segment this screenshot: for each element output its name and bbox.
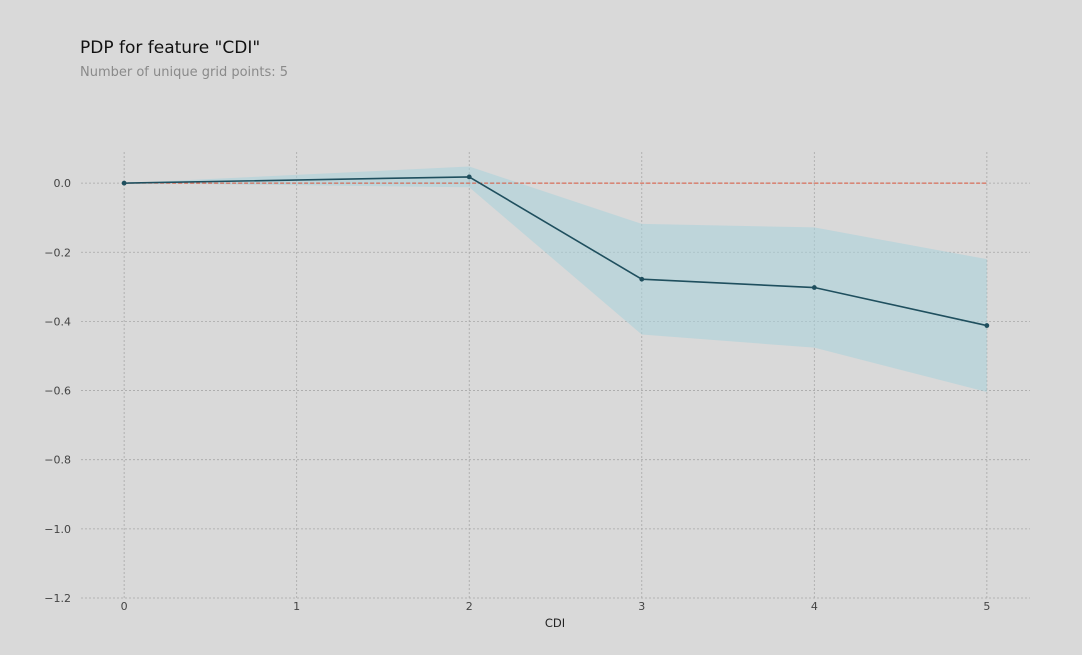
y-tick-label: 0.0 (54, 177, 72, 190)
x-axis-label: CDI (545, 616, 565, 630)
y-tick-label: −0.4 (44, 315, 71, 328)
pdp-point (639, 276, 645, 282)
chart-title: PDP for feature "CDI" (80, 38, 261, 58)
pdp-points-layer (121, 174, 990, 328)
y-tick-label: −0.2 (44, 246, 71, 259)
x-tick-label: 1 (293, 600, 300, 613)
y-tick-label: −1.0 (44, 523, 71, 536)
y-tick-label: −0.6 (44, 385, 71, 398)
x-tick-label: 0 (121, 600, 128, 613)
pdp-point (811, 285, 817, 290)
pdp-point (466, 174, 472, 180)
tick-labels-layer: 0 1 2 3 4 5 0.0 −0.2 −0.4 −0.6 −0.8 −1.0 −1.2 (44, 177, 990, 613)
x-tick-label: 2 (466, 600, 473, 613)
pdp-point (121, 180, 127, 186)
y-tick-label: −1.2 (44, 592, 71, 605)
y-tick-label: −0.8 (44, 454, 71, 467)
x-tick-label: 5 (983, 600, 990, 613)
confidence-band-layer (124, 166, 987, 392)
x-tick-label: 4 (811, 600, 818, 613)
pdp-point (984, 323, 990, 328)
x-tick-label: 3 (638, 600, 645, 613)
confidence-band (124, 166, 987, 392)
chart-subtitle: Number of unique grid points: 5 (80, 65, 289, 80)
